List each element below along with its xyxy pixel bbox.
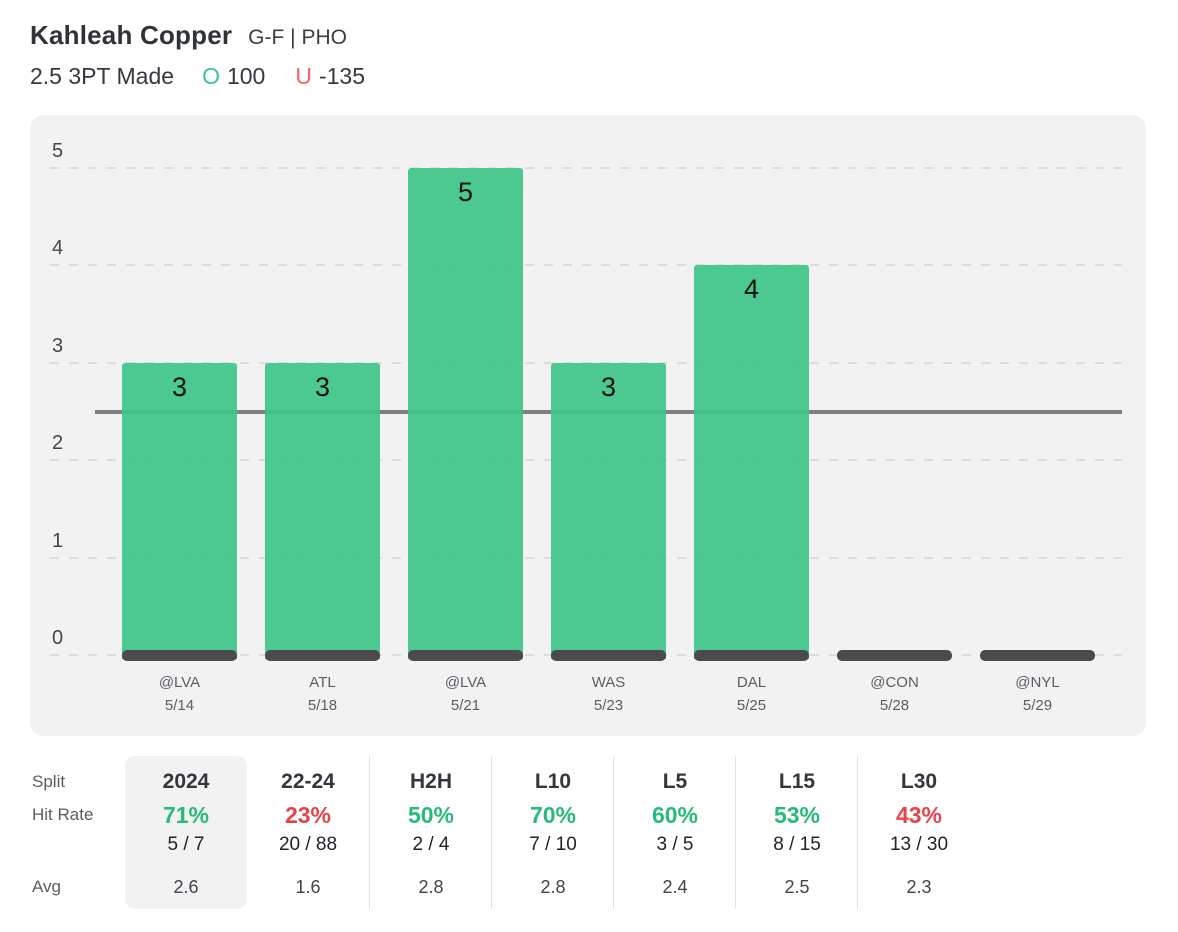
split-column-l5[interactable]: L5 60% 3 / 5 2.4	[613, 756, 736, 909]
over-odds-value: 100	[226, 63, 266, 89]
under-odds[interactable]: U -135	[295, 62, 365, 91]
hit-rate-fraction: 20 / 88	[278, 834, 338, 855]
under-icon: U	[295, 63, 312, 89]
bar-baseline	[694, 650, 809, 661]
player-name: Kahleah Copper	[30, 20, 233, 50]
row-label-hit-rate: Hit Rate	[32, 805, 94, 824]
bar-baseline	[122, 650, 237, 661]
opponent-label: @CON	[870, 674, 919, 691]
split-name: L15	[778, 770, 816, 793]
title-row: Kahleah Copper G-F | PHO	[30, 20, 1178, 53]
avg-value: 2.4	[662, 877, 688, 897]
y-tick-label: 3	[52, 334, 64, 357]
avg-value: 2.8	[418, 877, 444, 897]
bar-baseline	[265, 650, 380, 661]
bar-baseline	[980, 650, 1095, 661]
bar-value-label: 5	[457, 177, 474, 207]
x-tick-label: @LVA 5/21	[394, 671, 537, 717]
split-name: 22-24	[281, 770, 335, 793]
hit-rate-value: 60%	[651, 802, 699, 828]
split-name: L5	[662, 770, 688, 793]
split-column-l30[interactable]: L30 43% 13 / 30 2.3	[857, 756, 980, 909]
over-odds[interactable]: O 100	[202, 62, 265, 91]
bar-baseline	[408, 650, 523, 661]
game-date-label: 5/29	[1022, 697, 1053, 714]
x-tick-label: ATL 5/18	[251, 671, 394, 717]
over-icon: O	[202, 63, 220, 89]
y-tick-label: 0	[52, 627, 64, 649]
split-name: H2H	[409, 770, 452, 793]
avg-value: 2.3	[906, 877, 932, 897]
bar[interactable]: 5	[408, 168, 523, 659]
hit-rate-value: 53%	[773, 802, 821, 828]
opponent-label: DAL	[736, 674, 767, 691]
row-label-split: Split	[32, 772, 66, 791]
under-odds-value: -135	[318, 63, 365, 89]
bar-value-label: 3	[314, 371, 331, 402]
y-tick-label: 1	[52, 529, 64, 552]
split-name: L10	[534, 770, 572, 793]
avg-value: 2.8	[540, 877, 566, 897]
opponent-label: @LVA	[158, 674, 201, 691]
hit-rate-fraction: 7 / 10	[529, 834, 577, 855]
hit-rate-value: 71%	[162, 802, 210, 828]
opponent-label: @NYL	[1015, 674, 1060, 691]
y-tick-label: 5	[52, 140, 64, 162]
y-tick-label: 4	[52, 237, 64, 260]
y-tick-label: 2	[52, 432, 64, 455]
hit-rate-value: 23%	[284, 802, 332, 828]
y-gridline	[50, 264, 1122, 267]
x-tick-label: @NYL 5/29	[966, 671, 1109, 717]
hit-rate-fraction: 5 / 7	[167, 834, 205, 855]
split-name: 2024	[162, 770, 210, 793]
x-tick-label: WAS 5/23	[537, 671, 680, 717]
game-date-label: 5/18	[307, 697, 338, 714]
bar[interactable]: 4	[694, 265, 809, 659]
split-column-l10[interactable]: L10 70% 7 / 10 2.8	[491, 756, 614, 909]
opponent-label: @LVA	[444, 674, 487, 691]
hit-rate-fraction: 8 / 15	[773, 834, 821, 855]
bar-value-label: 3	[600, 371, 617, 402]
bar[interactable]: 3	[551, 362, 666, 659]
split-name: L30	[900, 770, 938, 793]
bar-baseline	[551, 650, 666, 661]
prop-line-label: 2.5 3PT Made	[30, 63, 175, 89]
game-date-label: 5/21	[450, 697, 481, 714]
hit-rate-value: 70%	[529, 802, 577, 828]
player-position-team: G-F | PHO	[248, 26, 347, 49]
split-column-l15[interactable]: L15 53% 8 / 15 2.5	[735, 756, 858, 909]
y-gridline	[50, 167, 1122, 169]
split-stats-table: Split Hit Rate Avg 2024 71% 5 / 7 2.6 22-24 2…	[0, 756, 1178, 921]
hit-rate-fraction: 3 / 5	[656, 834, 694, 855]
bar[interactable]: 3	[265, 362, 380, 659]
avg-value: 2.6	[173, 877, 199, 897]
hit-rate-fraction: 2 / 4	[412, 834, 450, 855]
game-date-label: 5/14	[164, 697, 195, 714]
opponent-label: ATL	[309, 674, 336, 691]
game-date-label: 5/28	[879, 697, 910, 714]
bar-baseline	[837, 650, 952, 661]
split-column-2024[interactable]: 2024 71% 5 / 7 2.6	[125, 756, 247, 909]
hit-rate-fraction: 13 / 30	[889, 834, 949, 855]
bar-value-label: 4	[743, 274, 760, 305]
avg-value: 2.5	[784, 877, 810, 897]
hit-rate-value: 50%	[407, 802, 455, 828]
bar[interactable]: 3	[122, 362, 237, 659]
split-column-h2h[interactable]: H2H 50% 2 / 4 2.8	[369, 756, 492, 909]
game-date-label: 5/23	[593, 697, 624, 714]
split-column-22-24[interactable]: 22-24 23% 20 / 88 1.6	[247, 756, 369, 909]
opponent-label: WAS	[591, 674, 626, 691]
hit-rate-value: 43%	[895, 802, 943, 828]
row-label-avg: Avg	[32, 877, 61, 896]
games-bar-chart: 0 1 2 3 4 5 3 @LVA 5/14 3 ATL 5/18 5 @LVA 5/21 3 WAS 5/23…	[30, 115, 1146, 736]
header: Kahleah Copper G-F | PHO 2.5 3PT Made O …	[0, 0, 1178, 91]
prop-row: 2.5 3PT Made O 100 U -135	[30, 62, 1178, 91]
x-tick-label: DAL 5/25	[680, 671, 823, 717]
x-tick-label: @CON 5/28	[823, 671, 966, 717]
bar-value-label: 3	[171, 371, 188, 402]
game-date-label: 5/25	[736, 697, 767, 714]
x-tick-label: @LVA 5/14	[108, 671, 251, 717]
avg-value: 1.6	[295, 877, 321, 897]
